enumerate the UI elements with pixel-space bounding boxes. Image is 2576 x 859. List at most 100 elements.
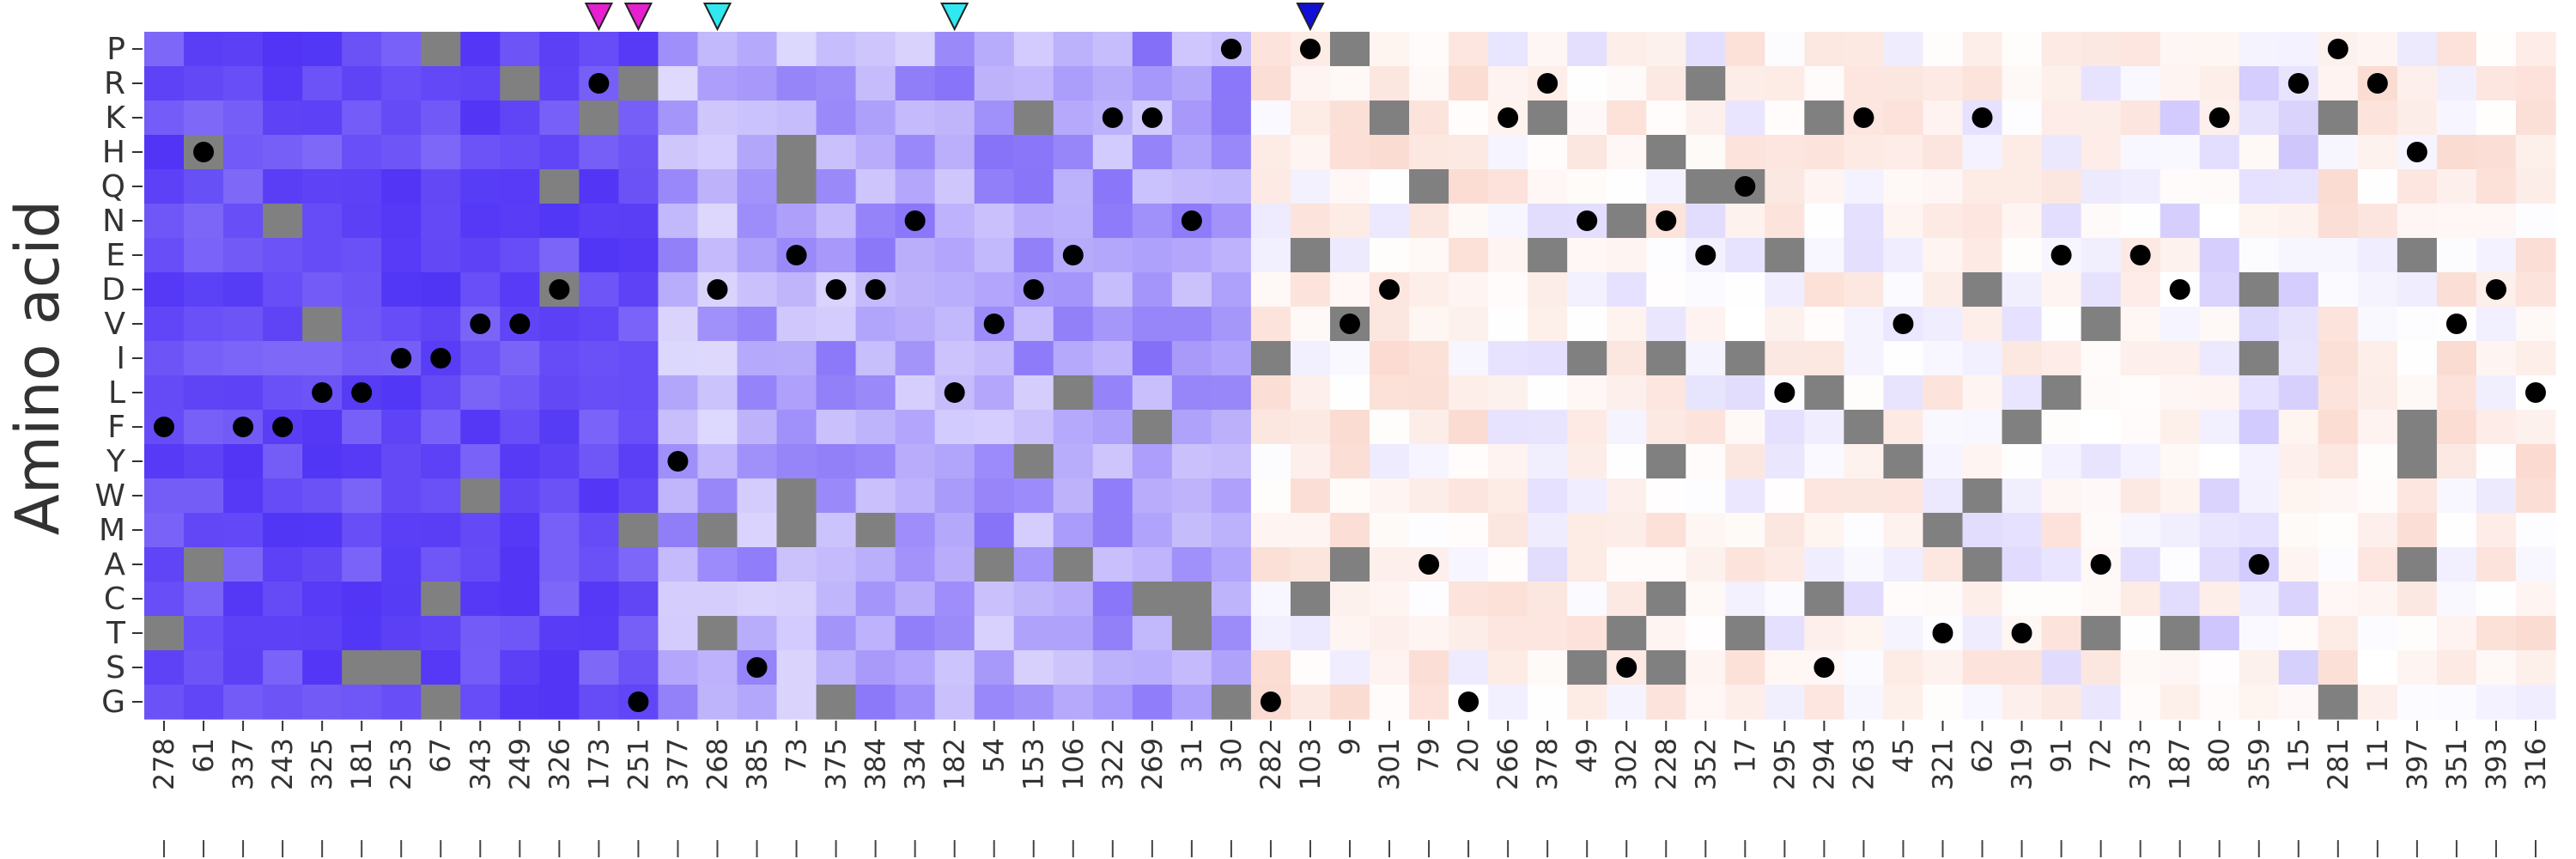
column-label: 384 (860, 738, 892, 790)
heatmap-cell (934, 272, 975, 308)
heatmap-cell (855, 410, 896, 445)
row-label: D (101, 272, 125, 308)
position-dot (1419, 554, 1440, 575)
heatmap-cell (618, 135, 659, 170)
heatmap-cell (1409, 307, 1449, 342)
column-label: 72 (2085, 738, 2117, 773)
heatmap-cell (1962, 444, 2003, 479)
heatmap-cell (776, 204, 817, 239)
heatmap-cell (2041, 169, 2082, 204)
heatmap-cell (460, 32, 501, 67)
heatmap-cell (2397, 444, 2438, 479)
heatmap-cell (737, 238, 778, 273)
heatmap-cell (2120, 135, 2161, 170)
heatmap-cell (1765, 513, 1805, 548)
heatmap-cell (934, 341, 975, 376)
column-label: 321 (1926, 738, 1959, 790)
heatmap-cell (302, 204, 343, 239)
heatmap-cell (1686, 169, 1726, 204)
heatmap-cell (302, 101, 343, 136)
column-marker-triangle (940, 3, 969, 32)
heatmap-cell (1725, 547, 1765, 582)
heatmap-cell (1409, 66, 1449, 101)
column-label: 319 (2006, 738, 2038, 790)
heatmap-cell (934, 169, 975, 204)
heatmap-cell (816, 650, 857, 685)
heatmap-cell (2515, 66, 2556, 101)
heatmap-cell (2160, 32, 2201, 67)
heatmap-cell (2199, 513, 2240, 548)
heatmap-cell (342, 32, 382, 67)
heatmap-cell (500, 685, 540, 720)
heatmap-cell (1329, 169, 1370, 204)
heatmap-cell (1132, 410, 1173, 445)
heatmap-cell (1290, 616, 1331, 651)
heatmap-cell (1329, 582, 1370, 617)
heatmap-cell (2002, 375, 2043, 411)
heatmap-cell (1290, 513, 1331, 548)
heatmap-cell (2160, 582, 2201, 617)
heatmap-cell (144, 272, 185, 308)
heatmap-cell (1171, 444, 1212, 479)
heatmap-cell (2278, 204, 2319, 239)
heatmap-cell (539, 685, 580, 720)
heatmap-cell (2318, 444, 2359, 479)
heatmap-cell (1528, 616, 1568, 651)
heatmap-cell (1844, 307, 1885, 342)
heatmap-cell (342, 66, 382, 101)
column-label: 79 (1413, 738, 1445, 773)
heatmap-cell (500, 444, 540, 479)
heatmap-cell (1132, 478, 1173, 514)
heatmap-cell (263, 444, 303, 479)
heatmap-cell (460, 238, 501, 273)
heatmap-cell (697, 66, 738, 101)
heatmap-cell (381, 650, 422, 685)
heatmap-cell (539, 307, 580, 342)
column-label: 253 (385, 738, 417, 790)
column-marker-triangle (623, 3, 653, 32)
heatmap-cell (144, 513, 185, 548)
heatmap-cell (184, 307, 224, 342)
heatmap-cell (1567, 272, 1607, 308)
heatmap-cell (1844, 478, 1885, 514)
heatmap-cell (1804, 341, 1845, 376)
heatmap-cell (2397, 272, 2438, 308)
row-label: F (107, 410, 125, 445)
heatmap-cell (2239, 685, 2280, 720)
heatmap-cell (697, 410, 738, 445)
heatmap-cell (2160, 169, 2201, 204)
heatmap-cell (1646, 685, 1686, 720)
heatmap-cell (2397, 341, 2438, 376)
heatmap-cell (1250, 650, 1291, 685)
heatmap-cell (974, 204, 1015, 239)
heatmap-cell (934, 135, 975, 170)
heatmap-cell (579, 582, 619, 617)
heatmap-cell (2120, 410, 2161, 445)
heatmap-cell (2397, 650, 2438, 685)
heatmap-cell (737, 204, 778, 239)
heatmap-cell (1370, 341, 1410, 376)
heatmap-cell (1607, 204, 1647, 239)
heatmap-cell (223, 135, 264, 170)
heatmap-cell (1250, 169, 1291, 204)
heatmap-cell (1607, 410, 1647, 445)
heatmap-cell (1290, 478, 1331, 514)
heatmap-cell (302, 135, 343, 170)
heatmap-cell (974, 513, 1015, 548)
heatmap-cell (263, 375, 303, 411)
heatmap-cell (1092, 444, 1133, 479)
position-dot (233, 417, 254, 437)
heatmap-cell (816, 375, 857, 411)
heatmap-cell (2357, 478, 2398, 514)
heatmap-cell (1725, 238, 1765, 273)
heatmap-cell (1250, 341, 1291, 376)
heatmap-cell (144, 204, 185, 239)
heatmap-cell (2476, 582, 2517, 617)
heatmap-cell (2476, 135, 2517, 170)
heatmap-cell (2120, 478, 2161, 514)
heatmap-cell (539, 101, 580, 136)
heatmap-cell (144, 547, 185, 582)
heatmap-cell (658, 410, 699, 445)
heatmap-cell (500, 204, 540, 239)
heatmap-cell (2318, 547, 2359, 582)
